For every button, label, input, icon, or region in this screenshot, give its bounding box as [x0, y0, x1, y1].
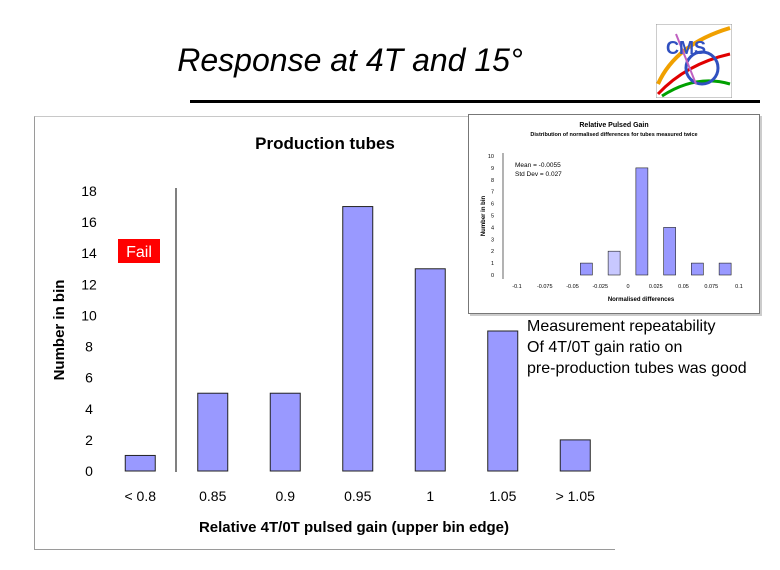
bar — [559, 439, 591, 472]
y-tick-label: 10 — [81, 307, 97, 323]
bar — [342, 206, 374, 472]
inset-y-tick-label: 9 — [491, 166, 494, 172]
inset-bar — [635, 167, 649, 276]
slide-title: Response at 4T and 15° — [177, 42, 523, 78]
y-tick-label: 4 — [85, 401, 93, 417]
y-axis-label: Number in bin — [51, 280, 68, 381]
inset-y-tick-label: 3 — [491, 237, 494, 243]
bar — [414, 268, 446, 472]
inset-x-tick-label: 0.025 — [649, 284, 663, 290]
inset-y-tick-labels: 0 1 2 3 4 5 6 7 8 9 10 — [488, 154, 494, 279]
x-tick-label: < 0.8 — [124, 488, 156, 504]
x-tick-label: 1.05 — [489, 488, 516, 504]
inset-x-tick-label: 0.075 — [704, 284, 718, 290]
inset-bar — [718, 262, 732, 276]
cms-logo: CMS — [656, 24, 732, 98]
y-tick-label: 14 — [81, 245, 97, 261]
inset-y-tick-label: 8 — [491, 178, 494, 184]
note-line-1: Measurement repeatability — [527, 318, 716, 335]
inset-y-tick-label: 5 — [491, 214, 494, 220]
inset-x-tick-label: -0.05 — [566, 284, 579, 290]
inset-x-tick-label: 0 — [626, 284, 629, 290]
inset-bar — [663, 227, 676, 276]
inset-x-axis-label: Normalised differences — [608, 297, 675, 303]
repeatability-note: Measurement repeatability Of 4T/0T gain … — [527, 316, 780, 379]
note-line-2: Of 4T/0T gain ratio on — [527, 339, 683, 356]
x-tick-label: 1 — [426, 488, 434, 504]
relative-pulsed-gain-chart: Relative Pulsed Gain Distribution of nor… — [481, 122, 743, 303]
y-tick-labels: 0 2 4 6 8 10 12 14 16 18 — [81, 183, 97, 479]
y-tick-label: 12 — [81, 276, 97, 292]
inset-chart-panel: Relative Pulsed Gain Distribution of nor… — [468, 114, 760, 314]
inset-y-tick-label: 10 — [488, 154, 494, 160]
x-tick-label: 0.85 — [199, 488, 226, 504]
bar — [124, 454, 156, 472]
inset-x-tick-label: -0.1 — [512, 284, 521, 290]
x-tick-label: 0.95 — [344, 488, 371, 504]
inset-y-tick-label: 2 — [491, 249, 494, 255]
fail-label: Fail — [126, 244, 152, 261]
fail-badge — [118, 239, 160, 263]
x-axis-label: Relative 4T/0T pulsed gain (upper bin ed… — [199, 519, 509, 536]
y-tick-label: 6 — [85, 370, 93, 386]
inset-x-tick-label: -0.075 — [537, 284, 553, 290]
chart-frame — [34, 116, 615, 550]
note-line-3: pre-production tubes was good — [527, 360, 747, 377]
inset-x-tick-label: 0.1 — [735, 284, 743, 290]
inset-x-tick-label: 0.05 — [678, 284, 689, 290]
inset-bar — [580, 262, 593, 276]
x-tick-label: 0.9 — [276, 488, 296, 504]
title-divider — [190, 100, 760, 103]
y-tick-label: 18 — [81, 183, 97, 199]
y-tick-label: 2 — [85, 432, 93, 448]
inset-bar — [691, 262, 704, 276]
y-tick-label: 0 — [85, 463, 93, 479]
bars — [124, 206, 591, 472]
y-tick-label: 8 — [85, 339, 93, 355]
chart-title: Production tubes — [255, 134, 395, 153]
inset-y-tick-label: 1 — [491, 261, 494, 267]
inset-y-tick-label: 7 — [491, 190, 494, 196]
inset-title: Relative Pulsed Gain — [579, 122, 648, 129]
inset-x-tick-labels: -0.1 -0.075 -0.05 -0.025 0 0.025 0.05 0.075 0.1 — [512, 284, 743, 290]
inset-x-tick-label: -0.025 — [592, 284, 608, 290]
inset-bars — [580, 167, 732, 276]
inset-std-dev: Std Dev = 0.027 — [515, 171, 562, 178]
inset-y-tick-label: 0 — [491, 273, 494, 279]
bar — [197, 392, 229, 472]
inset-bar — [607, 250, 621, 276]
y-tick-label: 16 — [81, 214, 97, 230]
bar — [487, 330, 519, 472]
inset-y-tick-label: 4 — [491, 225, 494, 231]
bar — [269, 392, 301, 472]
x-tick-label: > 1.05 — [556, 488, 596, 504]
inset-y-axis-label: Number in bin — [481, 196, 487, 237]
inset-y-tick-label: 6 — [491, 202, 494, 208]
inset-subtitle: Distribution of normalised differences f… — [530, 132, 697, 138]
logo-text: CMS — [666, 38, 706, 58]
inset-mean: Mean = -0.0055 — [515, 162, 561, 169]
x-tick-labels: < 0.8 0.85 0.9 0.95 1 1.05 > 1.05 — [124, 488, 595, 504]
